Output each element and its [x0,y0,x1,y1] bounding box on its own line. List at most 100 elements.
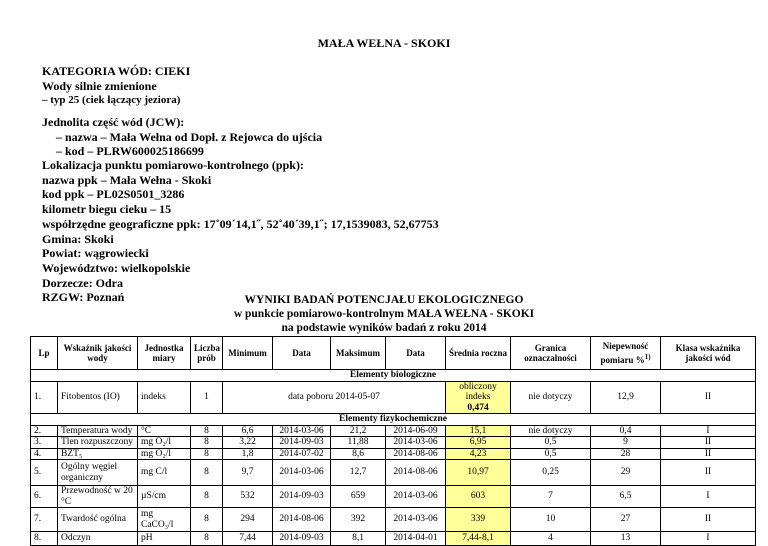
indicator: Odczyn [57,531,138,546]
location-line: kod ppk – PL02S0501_3286 [42,187,185,202]
detection-limit: 0,25 [510,459,591,486]
table-title: WYNIKI BADAŃ POTENCJAŁU EKOLOGICZNEGO w p… [0,294,768,335]
quality-class: I [660,424,756,437]
data-row: 3. Tlen rozpuszczony mg O₂/l 8 3,22 2014-09-0… [30,436,756,449]
sample-count: 8 [190,507,223,532]
location-line: Dorzecze: Odra [42,275,123,290]
unit: indeks [137,380,191,414]
column-header-text: Niepewność pomiaru % [600,341,649,365]
minimum: 7,44 [222,531,273,546]
indicator: Fitobentos (IO) [57,380,138,414]
unit: mg CaCO₃/l [137,507,191,532]
table-title-line: WYNIKI BADAŃ POTENCJAŁU EKOLOGICZNEGO [244,294,524,306]
sample-count: 8 [190,424,223,437]
section-label: Elementy biologiczne [30,369,756,382]
category-title: KATEGORIA WÓD: CIEKI [42,64,191,78]
data-row: 7. Twardość ogólna mg CaCO₃/l 8 294 2014-08-0… [30,507,756,532]
quality-class: II [660,459,756,486]
lp: 1. [30,380,58,414]
header-row: Lp Wskaźnik jakości wody Jednostka miary Li… [30,336,756,370]
maximum-date: 2014-06-09 [385,424,446,437]
column-header: Jednostka miary [137,336,191,370]
quality-class: II [660,436,756,449]
uncertainty: 13 [590,531,661,546]
uncertainty: 0,4 [590,424,661,437]
annual-mean: 4,23 [445,447,511,460]
minimum: 9,7 [222,459,273,486]
minimum: 532 [222,485,273,508]
unit: mg C/l [137,459,191,486]
quality-class: I [660,531,756,546]
data-row: 8. Odczyn pH 8 7,44 2014-09-03 8,1 2014-04-01 7,… [30,531,756,546]
quality-class: II [660,447,756,460]
indicator: Ogólny węgiel organiczny [57,459,138,486]
minimum: 6,6 [222,424,273,437]
detection-limit: 4 [510,531,591,546]
maximum-date: 2014-08-06 [385,459,446,486]
location-block: Lokalizacja punktu pomiarowo-kontrolnego… [42,158,439,305]
maximum-date: 2014-08-06 [385,447,446,460]
uncertainty: 27 [590,507,661,532]
sampling-date: data poboru 2014-05-07 [222,380,446,414]
column-header: Granica oznaczalności [510,336,591,370]
maximum: 11,88 [330,436,386,449]
annual-mean: 6,95 [445,436,511,449]
sample-count: 8 [190,459,223,486]
annual-mean: 7,44-8,1 [445,531,511,546]
data-row: 1. Fitobentos (IO) indeks 1 data poboru 2014… [30,380,756,414]
location-line: Województwo: wielkopolskie [42,260,191,275]
location-line: RZGW: Poznań [42,290,125,305]
data-row: 6. Przewodność w 20 °C µS/cm 8 532 2014-09-03… [30,485,756,508]
column-header: Maksimum [330,336,386,370]
column-header: Niepewność pomiaru %1) [590,336,661,370]
annual-mean: 339 [445,507,511,532]
maximum: 659 [330,485,386,508]
maximum: 12,7 [330,459,386,486]
table-title-line: na podstawie wyników badań z roku 2014 [281,321,487,334]
sample-count: 1 [190,380,223,414]
section-label: Elementy fizykochemiczne [30,413,756,426]
indicator: BZT₅ [57,447,138,460]
unit: mg O₂/l [137,447,191,460]
annual-mean: 15,1 [445,424,511,437]
detection-limit: 0,5 [510,447,591,460]
column-header: Lp [30,336,58,370]
maximum: 392 [330,507,386,532]
maximum: 21,2 [330,424,386,437]
location-line: współrzędne geograficzne ppk: 17˚09´14,1… [42,216,439,231]
location-line: kilometr biegu cieku – 15 [42,202,172,217]
detection-limit: nie dotyczy [510,380,591,414]
sample-count: 8 [190,531,223,546]
minimum-date: 2014-03-06 [272,424,331,437]
uncertainty: 28 [590,447,661,460]
category-type: – typ 25 (ciek łączący jeziora) [42,94,181,107]
unit: pH [137,531,191,546]
uncertainty: 12,9 [590,380,661,414]
detection-limit: 7 [510,485,591,508]
minimum-date: 2014-09-03 [272,485,331,508]
unit: °C [137,424,191,437]
indicator: Twardość ogólna [57,507,138,532]
data-row: 5. Ogólny węgiel organiczny mg C/l 8 9,7 2014… [30,459,756,486]
unit: mg O₂/l [137,436,191,449]
uncertainty: 9 [590,436,661,449]
maximum-date: 2014-04-01 [385,531,446,546]
indicator: Temperatura wody [57,424,138,437]
lp: 7. [30,507,58,532]
section-row: Elementy biologiczne [30,369,756,382]
lp: 8. [30,531,58,546]
minimum-date: 2014-08-06 [272,507,331,532]
quality-class: II [660,507,756,532]
location-line: nazwa ppk – Mała Wełna - Skoki [42,172,212,187]
jcw-heading: Jednolita część wód (JCW): [42,115,185,129]
minimum: 294 [222,507,273,532]
minimum: 1,8 [222,447,273,460]
jcw-name: – nazwa – Mała Wełna od Dopł. z Rejowca … [56,129,323,144]
table-body: Elementy biologiczne 1. Fitobentos (IO) ind… [30,369,756,546]
minimum: 3,22 [222,436,273,449]
maximum: 8,6 [330,447,386,460]
quality-class: I [660,485,756,508]
detection-limit: 0,5 [510,436,591,449]
location-line: Gmina: Skoki [42,231,114,246]
